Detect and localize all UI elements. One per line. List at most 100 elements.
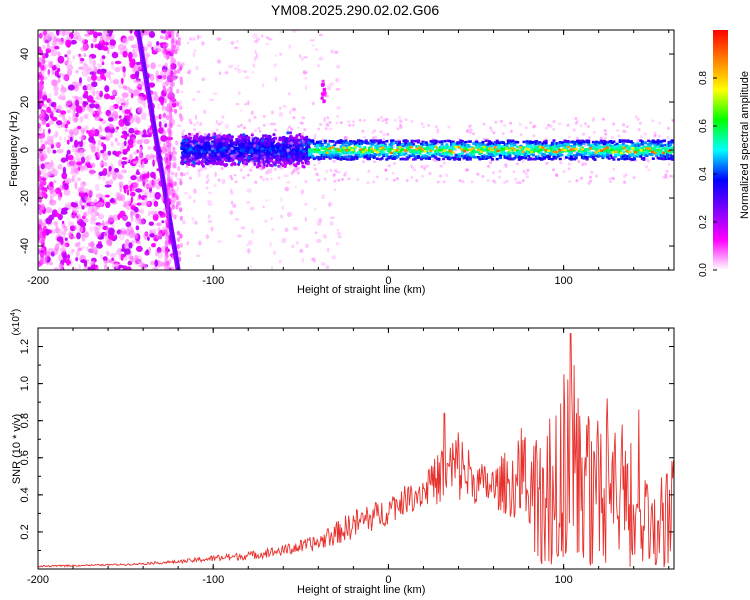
signal-cell [330,156,334,159]
signal-cell [569,145,573,148]
noise-cell [167,239,171,245]
signal-cell [405,143,409,147]
noise-cell [280,214,284,219]
halo-cell [333,173,336,176]
noise-cell [305,243,309,249]
signal-cell [341,156,345,159]
noise-cell [151,243,156,248]
halo-cell [420,174,424,178]
signal-cell [563,139,567,142]
halo-cell [386,132,390,136]
band-cell [193,139,197,143]
noise-cell [196,34,200,40]
signal-cell [563,142,567,146]
noise-cell [251,228,254,234]
signal-cell [317,144,321,147]
noise-cell [109,95,116,100]
noise-cell [120,134,128,139]
signal-cell [399,147,403,151]
signal-cell [445,143,449,146]
noise-cell [207,219,213,223]
halo-cell [611,177,615,180]
halo-cell [371,136,375,140]
signal-cell [584,155,587,159]
signal-cell [446,157,450,160]
signal-cell [530,147,534,150]
halo-cell [577,160,581,164]
noise-cell [318,56,324,61]
halo-cell [599,136,603,140]
signal-cell [596,146,600,150]
halo-cell [624,130,627,134]
noise-cell [128,88,134,94]
signal-cell [385,147,389,150]
band-cell [226,146,230,150]
signal-cell [606,156,610,159]
halo-cell [348,123,352,127]
noise-cell [122,148,129,153]
halo-cell [288,141,291,145]
signal-cell [377,152,381,156]
signal-cell [481,140,485,144]
noise-cell [111,51,119,59]
noise-cell [207,203,213,206]
noise-cell [176,124,182,127]
noise-cell [38,204,42,210]
noise-cell [216,59,222,64]
signal-cell [330,153,334,156]
halo-cell [490,128,494,132]
noise-cell [51,79,59,87]
noise-cell [56,236,64,243]
halo-cell [410,175,414,179]
signal-cell [375,146,379,149]
noise-cell [178,250,182,256]
signal-cell [402,139,406,143]
noise-cell [72,167,79,174]
noise-cell [86,196,92,201]
halo-cell [643,132,647,136]
noise-cell [72,110,76,118]
signal-cell [550,158,554,161]
band-cell [182,149,186,153]
signal-cell [450,156,453,159]
noise-cell [50,169,58,177]
noise-cell [46,146,52,154]
signal-cell [333,156,337,159]
halo-cell [436,180,440,184]
halo-cell [356,178,360,182]
signal-cell [506,146,510,150]
noise-cell [335,122,339,125]
band-cell [204,162,208,165]
noise-cell [127,138,134,146]
band-cell [229,140,233,144]
halo-cell [339,121,343,125]
halo-cell [191,155,195,158]
signal-cell [561,141,565,144]
band-cell [267,138,271,142]
halo-cell [362,118,366,122]
halo-cell [220,120,224,124]
halo-cell [373,129,377,133]
signal-cell [375,143,379,146]
halo-cell [326,116,330,120]
band-cell [237,157,241,161]
band-cell [283,157,287,161]
halo-cell [317,178,321,182]
halo-cell [290,127,294,131]
noise-cell [216,240,222,243]
band-cell [299,144,303,148]
halo-cell [575,136,579,140]
halo-cell [258,129,262,133]
noise-cell [302,70,307,75]
signal-cell [462,141,466,145]
halo-cell [303,127,307,131]
halo-cell [492,179,496,183]
noise-cell [292,227,297,230]
signal-cell [453,147,457,150]
band-cell [256,149,260,153]
signal-cell [334,147,338,151]
halo-cell [381,119,385,123]
noise-cell [84,90,89,96]
band-cell [227,155,231,159]
signal-cell [580,150,584,154]
